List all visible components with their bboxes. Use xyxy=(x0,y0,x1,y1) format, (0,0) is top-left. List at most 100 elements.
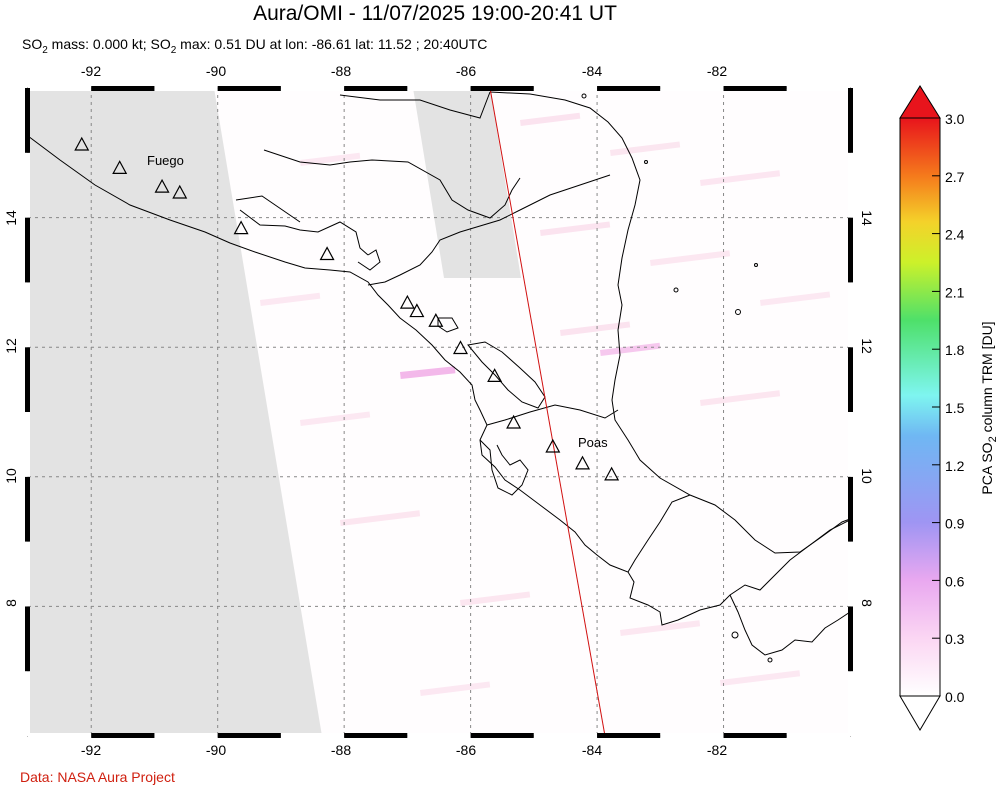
ladder-segment xyxy=(25,671,30,736)
lon-tick-label: -92 xyxy=(81,63,101,79)
ladder-segment xyxy=(533,733,598,738)
ladder-segment xyxy=(848,671,853,736)
colorbar-tick-label: 0.0 xyxy=(945,689,965,705)
volcano-triangle xyxy=(452,340,469,355)
ladder-segment xyxy=(848,217,853,283)
coastlines xyxy=(28,91,850,656)
volcano-triangle xyxy=(319,246,335,261)
ladder-segment xyxy=(344,86,408,91)
graticule xyxy=(28,88,850,736)
no-data-swath-center xyxy=(413,88,521,278)
ladder-segment xyxy=(470,733,534,738)
colorbar-tick-label: 2.7 xyxy=(945,169,965,185)
data-credit: Data: NASA Aura Project xyxy=(20,769,175,785)
colorbar-ticks: 3.0 2.7 2.4 2.1 1.8 1.5 1.2 0.9 0.6 0.3 0.0 xyxy=(932,111,965,705)
lat-tick-label: 10 xyxy=(3,468,19,484)
ladder-segment xyxy=(28,733,92,738)
colorbar-tick-label: 0.6 xyxy=(945,573,965,589)
ladder-segment xyxy=(280,733,345,738)
volcano-triangle xyxy=(428,313,444,327)
ladder-segment xyxy=(723,733,787,738)
lon-tick-label: -86 xyxy=(456,742,476,758)
ladder-segment xyxy=(217,733,281,738)
ladder-segment xyxy=(25,541,30,607)
colorbar-tick-label: 2.1 xyxy=(945,284,965,300)
lon-tick-label: -84 xyxy=(582,742,602,758)
colorbar-tick-label: 0.9 xyxy=(945,516,965,532)
ladder-segment xyxy=(25,606,30,672)
volcano-triangle xyxy=(604,466,620,481)
ladder-segment xyxy=(597,733,661,738)
lat-tick-label: 8 xyxy=(859,599,875,607)
ladder-segment xyxy=(217,86,281,91)
lon-tick-label: -82 xyxy=(707,63,727,79)
ladder-segment xyxy=(344,733,408,738)
volcano-markers xyxy=(74,136,620,481)
islands xyxy=(581,93,773,663)
ladder-segment xyxy=(25,152,30,218)
ladder-segment xyxy=(25,282,30,348)
lat-tick-label: 14 xyxy=(859,210,875,226)
volcano-triangle xyxy=(112,160,128,174)
lon-tick-label: -90 xyxy=(206,742,226,758)
ladder-segment xyxy=(786,86,850,91)
ladder-segment xyxy=(28,86,92,91)
ladder-segment xyxy=(848,347,853,412)
lon-tick-label: -82 xyxy=(707,742,727,758)
ladder-segment xyxy=(25,476,30,542)
ladder-segment xyxy=(25,217,30,283)
ladder-segment xyxy=(25,88,30,153)
ladder-segment xyxy=(470,86,534,91)
ladder-segment xyxy=(848,88,853,153)
lon-tick-label: -88 xyxy=(331,742,351,758)
colorbar-tick-label: 3.0 xyxy=(945,111,965,127)
ladder-segment xyxy=(91,86,155,91)
volcano-triangle xyxy=(233,220,249,235)
ladder-segment xyxy=(848,282,853,348)
map-title: Aura/OMI - 11/07/2025 19:00-20:41 UT xyxy=(253,2,617,25)
latitude-labels-left: 14 12 10 8 xyxy=(3,210,19,607)
volcano-triangle xyxy=(545,438,561,453)
lon-tick-label: -92 xyxy=(81,742,101,758)
longitude-labels-top: -92 -90 -88 -86 -84 -82 xyxy=(81,63,727,79)
ladder-segment xyxy=(848,476,853,542)
ladder-segment xyxy=(91,733,155,738)
lon-tick-label: -90 xyxy=(206,63,226,79)
ladder-segment xyxy=(848,606,853,672)
ladder-segment xyxy=(848,541,853,607)
lon-tick-label: -88 xyxy=(331,63,351,79)
coordinate-ladder xyxy=(25,86,853,738)
ladder-segment xyxy=(25,412,30,477)
ladder-segment xyxy=(25,347,30,412)
lat-tick-label: 12 xyxy=(859,338,875,354)
orbit-edge-line xyxy=(489,88,606,736)
latitude-labels-right: 14 12 10 8 xyxy=(859,210,875,607)
colorbar-tick-label: 0.3 xyxy=(945,631,965,647)
ladder-segment xyxy=(154,86,218,91)
colorbar-min-arrow xyxy=(899,695,941,731)
so2-streaks xyxy=(259,112,831,696)
volcano-triangle xyxy=(74,136,90,151)
volcano-triangle xyxy=(172,184,188,199)
lat-tick-label: 8 xyxy=(3,599,19,607)
lon-tick-label: -84 xyxy=(582,63,602,79)
lat-tick-label: 14 xyxy=(3,210,19,226)
colorbar-label: PCA SO2 column TRM [DU] xyxy=(979,321,999,494)
longitude-labels-bottom: -92 -90 -88 -86 -84 -82 xyxy=(81,742,727,758)
ladder-segment xyxy=(407,86,471,91)
ladder-segment xyxy=(660,86,724,91)
lon-tick-label: -86 xyxy=(456,63,476,79)
colorbar-tick-label: 1.5 xyxy=(945,400,965,416)
volcano-triangle xyxy=(409,303,425,318)
volcano-triangle xyxy=(487,368,503,382)
ladder-segment xyxy=(597,86,661,91)
no-data-swath-west xyxy=(28,88,322,736)
volcano-label-poas: Poas xyxy=(578,435,608,450)
colorbar-tick-label: 1.8 xyxy=(945,342,965,358)
colorbar: 3.0 2.7 2.4 2.1 1.8 1.5 1.2 0.9 0.6 0.3 0.0 PCA SO… xyxy=(899,85,999,731)
ladder-segment xyxy=(154,733,218,738)
volcano-triangle xyxy=(506,414,522,429)
ladder-segment xyxy=(280,86,345,91)
ladder-segment xyxy=(786,733,850,738)
